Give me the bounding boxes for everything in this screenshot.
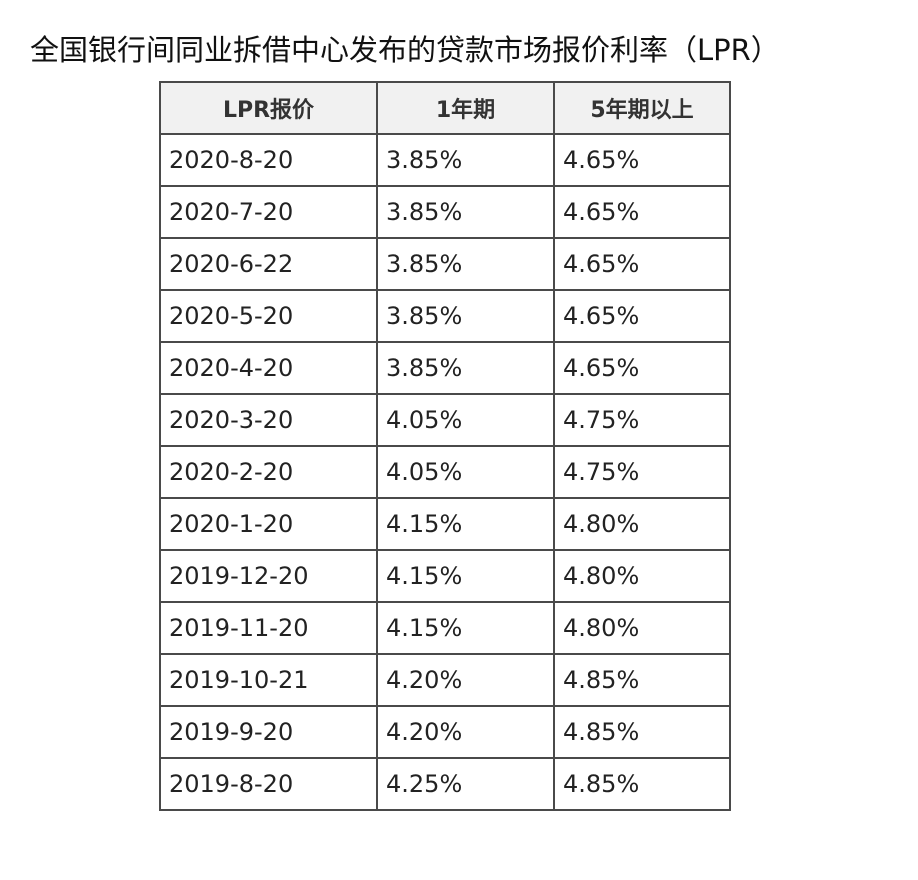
five-year-rate-cell: 4.65% <box>553 237 731 291</box>
page-title: 全国银行间同业拆借中心发布的贷款市场报价利率（LPR） <box>30 33 780 67</box>
five-year-rate-cell: 4.65% <box>553 341 731 395</box>
one-year-rate-cell: 4.15% <box>376 549 555 603</box>
five-year-rate-cell: 4.65% <box>553 185 731 239</box>
table-row: 2020-2-20 4.05% 4.75% <box>159 445 731 499</box>
one-year-rate-cell: 3.85% <box>376 341 555 395</box>
one-year-rate-cell: 3.85% <box>376 185 555 239</box>
one-year-rate-cell: 4.20% <box>376 653 555 707</box>
five-year-rate-cell: 4.85% <box>553 757 731 811</box>
one-year-rate-cell: 4.15% <box>376 497 555 551</box>
table-row: 2019-8-20 4.25% 4.85% <box>159 757 731 811</box>
five-year-rate-cell: 4.85% <box>553 705 731 759</box>
date-cell: 2020-7-20 <box>159 185 378 239</box>
one-year-rate-cell: 3.85% <box>376 289 555 343</box>
date-cell: 2019-11-20 <box>159 601 378 655</box>
lpr-rate-table: LPR报价 1年期 5年期以上 2020-8-20 3.85% 4.65% 2020-… <box>159 81 731 811</box>
one-year-rate-cell: 4.05% <box>376 393 555 447</box>
table-row: 2020-4-20 3.85% 4.65% <box>159 341 731 395</box>
date-cell: 2020-6-22 <box>159 237 378 291</box>
five-year-rate-cell: 4.65% <box>553 289 731 343</box>
date-cell: 2020-4-20 <box>159 341 378 395</box>
one-year-rate-cell: 4.05% <box>376 445 555 499</box>
date-cell: 2019-9-20 <box>159 705 378 759</box>
five-year-rate-cell: 4.75% <box>553 445 731 499</box>
five-year-rate-cell: 4.80% <box>553 549 731 603</box>
table-header-row: LPR报价 1年期 5年期以上 <box>159 81 731 135</box>
date-cell: 2020-1-20 <box>159 497 378 551</box>
table-row: 2020-6-22 3.85% 4.65% <box>159 237 731 291</box>
five-year-rate-cell: 4.80% <box>553 497 731 551</box>
date-cell: 2020-3-20 <box>159 393 378 447</box>
table-row: 2020-7-20 3.85% 4.65% <box>159 185 731 239</box>
header-5-year-plus: 5年期以上 <box>553 81 731 135</box>
one-year-rate-cell: 3.85% <box>376 133 555 187</box>
one-year-rate-cell: 3.85% <box>376 237 555 291</box>
date-cell: 2019-12-20 <box>159 549 378 603</box>
five-year-rate-cell: 4.65% <box>553 133 731 187</box>
one-year-rate-cell: 4.15% <box>376 601 555 655</box>
table-row: 2019-10-21 4.20% 4.85% <box>159 653 731 707</box>
table-row: 2020-8-20 3.85% 4.65% <box>159 133 731 187</box>
table-row: 2020-1-20 4.15% 4.80% <box>159 497 731 551</box>
table-row: 2019-12-20 4.15% 4.80% <box>159 549 731 603</box>
five-year-rate-cell: 4.85% <box>553 653 731 707</box>
five-year-rate-cell: 4.75% <box>553 393 731 447</box>
header-lpr-quote: LPR报价 <box>159 81 378 135</box>
table-row: 2019-9-20 4.20% 4.85% <box>159 705 731 759</box>
one-year-rate-cell: 4.25% <box>376 757 555 811</box>
date-cell: 2019-8-20 <box>159 757 378 811</box>
table-body: 2020-8-20 3.85% 4.65% 2020-7-20 3.85% 4.65% 20… <box>159 133 731 811</box>
date-cell: 2019-10-21 <box>159 653 378 707</box>
five-year-rate-cell: 4.80% <box>553 601 731 655</box>
date-cell: 2020-5-20 <box>159 289 378 343</box>
date-cell: 2020-2-20 <box>159 445 378 499</box>
date-cell: 2020-8-20 <box>159 133 378 187</box>
one-year-rate-cell: 4.20% <box>376 705 555 759</box>
header-1-year: 1年期 <box>376 81 555 135</box>
table-row: 2020-5-20 3.85% 4.65% <box>159 289 731 343</box>
table-row: 2019-11-20 4.15% 4.80% <box>159 601 731 655</box>
table-row: 2020-3-20 4.05% 4.75% <box>159 393 731 447</box>
